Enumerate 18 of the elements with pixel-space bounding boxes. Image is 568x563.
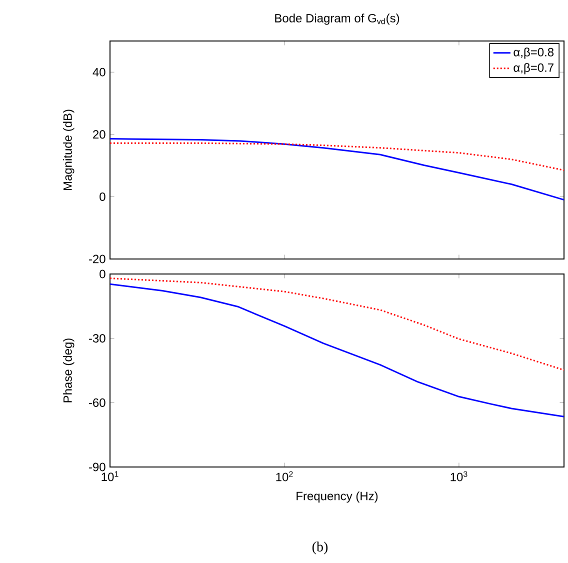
y-tick-label: -20 (88, 254, 106, 264)
text: (b) (312, 542, 328, 554)
x-tick-label: 10$^{2}$ (276, 471, 293, 482)
y-tick-label: 0 (100, 270, 106, 278)
chart-title: Bode Diagram of G$_{vd}$(s) (275, 14, 400, 25)
y-axis-title: Magnitude (dB) (63, 110, 74, 190)
y-tick-label: 20 (93, 130, 106, 139)
y-tick-label: -30 (88, 334, 106, 343)
x-tick-label: 10$^{1}$ (102, 471, 118, 482)
y-tick-label: -60 (88, 398, 106, 407)
y-tick-label: 40 (92, 68, 106, 76)
legend-label: α,β=0.8 (514, 48, 554, 59)
x-tick-label: 10$^{3}$ (450, 471, 468, 482)
x-axis-title: Frequency (Hz) (296, 491, 378, 503)
y-tick-label: -90 (88, 462, 106, 472)
legend-label: α,β=0.7 (514, 63, 554, 74)
y-tick-label: 0 (100, 192, 106, 201)
y-axis-title: Phase (deg) (63, 338, 74, 402)
